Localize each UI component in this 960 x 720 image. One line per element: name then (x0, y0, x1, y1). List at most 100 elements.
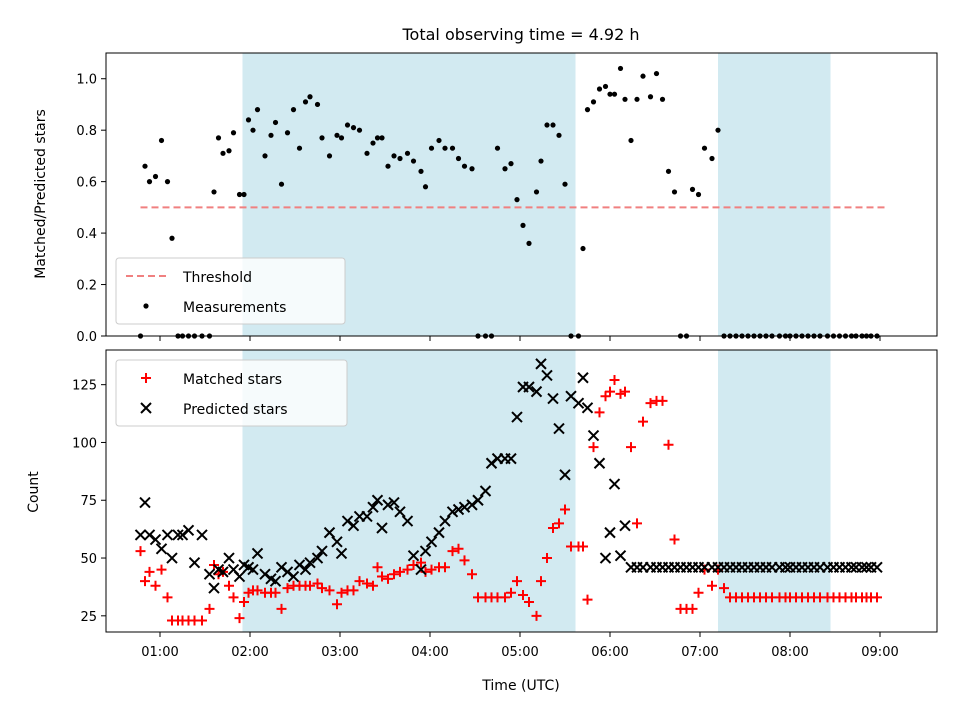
bottom-legend: Matched stars Predicted stars (115, 359, 348, 427)
measurement-point (338, 135, 345, 141)
predicted-point (845, 561, 858, 573)
y-tick-label: 25 (80, 610, 97, 625)
predicted-point (376, 522, 388, 534)
predicted-point (367, 501, 379, 513)
measurement-point (404, 150, 411, 156)
top-y-axis-label: Matched/Predicted stars (33, 109, 49, 279)
matched-point (234, 613, 245, 624)
top-legend-box (115, 257, 346, 325)
measurement-point (544, 122, 550, 128)
predicted-point (331, 536, 343, 548)
measurement-point (611, 91, 618, 97)
predicted-point (316, 545, 328, 557)
measurement-point (689, 186, 696, 192)
predicted-point (287, 570, 300, 583)
matched-point (305, 580, 315, 591)
predicted-point (166, 552, 178, 564)
y-tick-label: 125 (72, 379, 97, 394)
matched-point (872, 592, 882, 603)
measurement-point (590, 99, 597, 105)
bottom-y-axis-label: Count (26, 471, 42, 513)
predicted-point (203, 568, 216, 580)
measurement-point (442, 145, 448, 151)
measurement-point (526, 240, 532, 246)
matched-point (588, 442, 599, 453)
measurement-point (634, 96, 640, 102)
predicted-point (371, 494, 384, 506)
matched-point (632, 518, 642, 529)
matched-point (348, 585, 359, 596)
x-tick-label: 09:00 (861, 645, 898, 660)
matched-point (224, 580, 234, 591)
predicted-point (604, 526, 616, 539)
matched-point (377, 571, 387, 582)
matched-point (687, 603, 698, 614)
predicted-point (388, 496, 400, 509)
measurement-point (449, 145, 456, 151)
bottom-axes-frame (105, 349, 938, 633)
measurement-point (245, 117, 252, 123)
measurement-point (344, 122, 351, 128)
matched-stars-series (135, 375, 882, 626)
matched-point (594, 407, 605, 418)
measurement-point (374, 135, 381, 141)
predicted-point (269, 575, 282, 587)
measurement-point (215, 135, 222, 141)
predicted-point (446, 506, 459, 518)
predicted-point (251, 547, 264, 560)
measurement-point (550, 122, 556, 128)
matched-point (620, 386, 630, 397)
top-x-axis (159, 336, 881, 341)
predicted-point (335, 547, 348, 560)
y-tick-label: 0.6 (76, 176, 97, 191)
predicted-point (382, 499, 394, 511)
measurement-point (220, 150, 226, 156)
y-tick-label: 75 (80, 494, 97, 509)
x-tick-label: 02:00 (231, 645, 268, 660)
measurement-point (268, 132, 274, 138)
measurement-point (653, 70, 660, 77)
predicted-point (161, 529, 174, 541)
legend-threshold-label: Threshold (182, 270, 252, 286)
bottom-legend-box (115, 359, 348, 427)
measurement-point (272, 119, 279, 126)
matched-point (605, 386, 615, 397)
matched-point (554, 518, 564, 529)
matched-point (518, 590, 528, 601)
matched-point (282, 583, 293, 594)
measurement-point (284, 130, 291, 136)
predicted-point (196, 529, 208, 541)
measurement-point (556, 132, 562, 138)
predicted-point (347, 519, 360, 532)
predicted-point (505, 452, 517, 465)
measurement-point (709, 155, 715, 162)
matched-point (524, 596, 534, 607)
matched-point (140, 576, 150, 587)
matched-point (531, 610, 542, 621)
measurement-point (314, 101, 321, 108)
legend-matched-swatch (141, 373, 151, 383)
measurement-point (671, 189, 678, 195)
observing-interval-2 (718, 350, 831, 632)
bottom-x-axis: 01:00 02:00 03:00 04:00 05:00 06:00 07:00 08:00… (141, 632, 899, 660)
measurement-point (379, 135, 385, 141)
predicted-point (530, 385, 543, 398)
x-tick-label: 04:00 (411, 645, 448, 660)
matched-point (693, 587, 704, 598)
top-legend: Threshold Measurements (115, 257, 346, 325)
matched-point (332, 599, 342, 610)
matched-point (243, 587, 254, 598)
matched-point (389, 569, 399, 580)
y-tick-label: 0.2 (76, 279, 97, 294)
x-tick-label: 03:00 (321, 645, 358, 660)
legend-predicted-swatch (140, 402, 152, 414)
predicted-point (479, 485, 492, 497)
measurement-point (385, 163, 391, 169)
measurement-point (584, 107, 591, 113)
predicted-point (559, 469, 571, 481)
matched-point (395, 566, 405, 577)
matched-point (368, 580, 378, 591)
matched-point (252, 585, 263, 596)
predicted-point (452, 503, 465, 516)
